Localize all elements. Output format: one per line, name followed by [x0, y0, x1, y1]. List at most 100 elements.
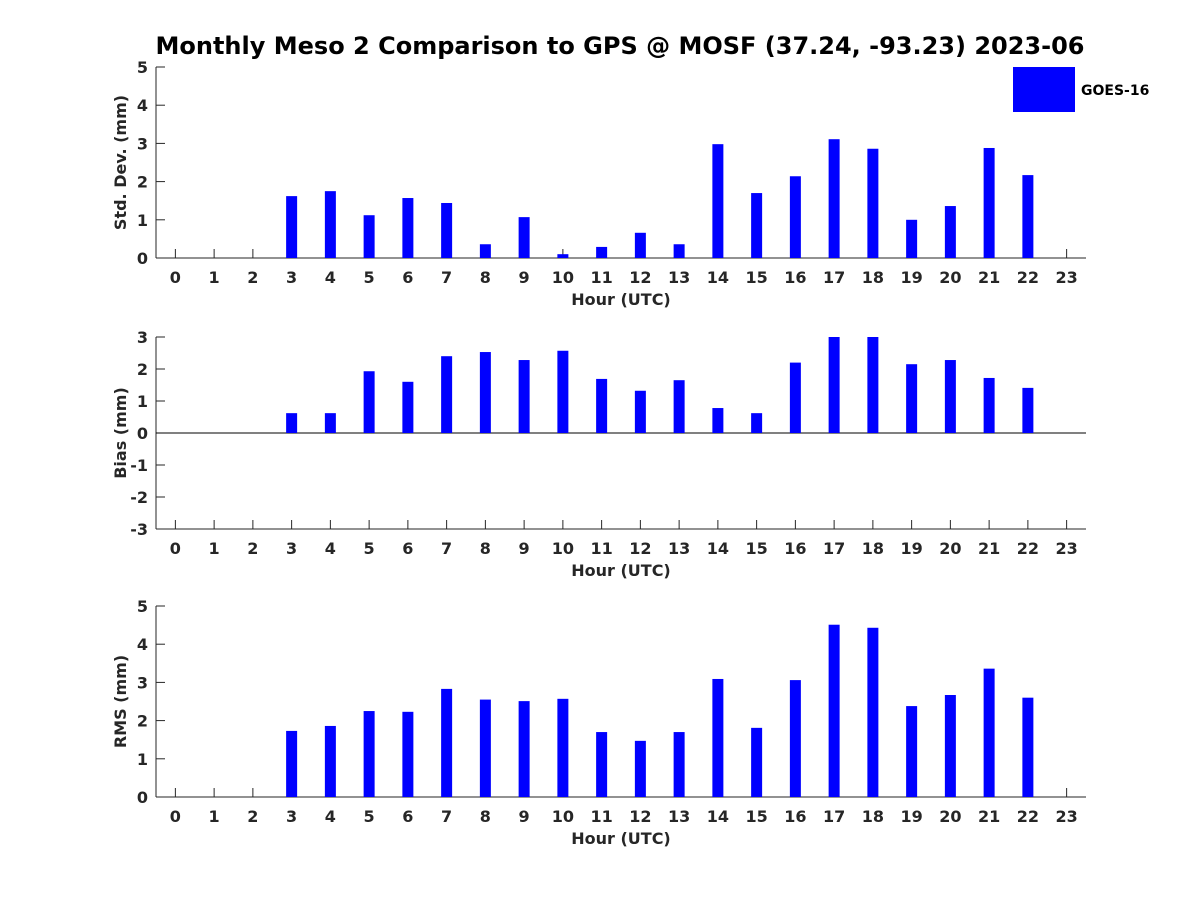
bar-hour-7: [441, 202, 453, 258]
y-tick-label: 1: [137, 750, 148, 769]
x-tick-label: 14: [707, 807, 729, 826]
x-tick-label: 10: [552, 807, 574, 826]
bar-hour-14: [712, 678, 724, 797]
x-tick-label: 10: [552, 268, 574, 287]
x-tick-label: 11: [590, 539, 612, 558]
bar-hour-8: [479, 244, 491, 258]
y-axis-label: RMS (mm): [111, 655, 130, 748]
x-tick-label: 9: [519, 539, 530, 558]
x-tick-label: 19: [900, 539, 922, 558]
x-tick-label: 6: [402, 539, 413, 558]
bar-hour-16: [789, 176, 801, 258]
bar-hour-9: [518, 360, 530, 433]
bar-hour-19: [906, 706, 918, 797]
bar-hour-20: [944, 206, 956, 258]
legend: GOES-16: [1013, 67, 1149, 112]
x-tick-label: 21: [978, 268, 1000, 287]
x-tick-label: 5: [364, 807, 375, 826]
x-tick-label: 23: [1055, 807, 1077, 826]
bar-hour-6: [402, 711, 414, 797]
chart-title: Monthly Meso 2 Comparison to GPS @ MOSF …: [156, 32, 1085, 60]
x-tick-label: 1: [209, 268, 220, 287]
bar-hour-7: [441, 356, 453, 433]
bar-hour-15: [751, 727, 763, 797]
x-tick-label: 23: [1055, 268, 1077, 287]
x-tick-label: 21: [978, 539, 1000, 558]
y-axis-label: Std. Dev. (mm): [111, 95, 130, 230]
x-tick-label: 15: [745, 807, 767, 826]
x-tick-label: 18: [862, 268, 884, 287]
y-tick-label: 3: [137, 328, 148, 347]
bar-hour-7: [441, 688, 453, 797]
x-tick-label: 20: [939, 807, 961, 826]
x-tick-label: 16: [784, 807, 806, 826]
x-tick-label: 18: [862, 539, 884, 558]
bar-hour-11: [596, 246, 608, 258]
x-axis-label: Hour (UTC): [571, 561, 671, 580]
x-tick-label: 8: [480, 539, 491, 558]
x-tick-label: 20: [939, 268, 961, 287]
x-tick-label: 19: [900, 807, 922, 826]
bar-hour-22: [1022, 697, 1034, 797]
x-tick-label: 2: [247, 268, 258, 287]
y-tick-label: 4: [137, 96, 148, 115]
x-tick-label: 4: [325, 807, 336, 826]
bar-hour-12: [634, 740, 646, 797]
x-tick-label: 17: [823, 807, 845, 826]
x-tick-label: 14: [707, 539, 729, 558]
x-tick-label: 12: [629, 807, 651, 826]
bar-hour-5: [363, 371, 375, 433]
x-tick-label: 10: [552, 539, 574, 558]
bar-hour-4: [324, 725, 336, 797]
bar-hour-11: [596, 378, 608, 433]
x-tick-label: 12: [629, 539, 651, 558]
bar-hour-9: [518, 701, 530, 797]
x-axis-label: Hour (UTC): [571, 290, 671, 309]
x-tick-label: 3: [286, 807, 297, 826]
x-tick-label: 0: [170, 807, 181, 826]
x-tick-label: 17: [823, 539, 845, 558]
x-tick-label: 15: [745, 539, 767, 558]
bar-hour-5: [363, 215, 375, 258]
bar-hour-20: [944, 360, 956, 433]
x-tick-label: 15: [745, 268, 767, 287]
bar-hour-13: [673, 380, 685, 433]
bar-hour-8: [479, 352, 491, 433]
x-tick-label: 16: [784, 268, 806, 287]
x-tick-label: 9: [519, 268, 530, 287]
x-tick-label: 11: [590, 268, 612, 287]
bar-hour-5: [363, 711, 375, 797]
y-tick-label: 1: [137, 392, 148, 411]
x-tick-label: 18: [862, 807, 884, 826]
bar-hour-6: [402, 381, 414, 433]
y-tick-label: 0: [137, 424, 148, 443]
bar-hour-16: [789, 362, 801, 433]
y-tick-label: 4: [137, 635, 148, 654]
x-tick-label: 2: [247, 539, 258, 558]
bar-hour-13: [673, 244, 685, 258]
bar-hour-9: [518, 217, 530, 258]
x-tick-label: 16: [784, 539, 806, 558]
x-tick-label: 4: [325, 268, 336, 287]
y-tick-label: 2: [137, 712, 148, 731]
x-tick-label: 1: [209, 539, 220, 558]
bar-hour-8: [479, 699, 491, 797]
x-tick-label: 21: [978, 807, 1000, 826]
x-tick-label: 5: [364, 268, 375, 287]
bar-hour-18: [867, 148, 879, 258]
bar-hour-4: [324, 413, 336, 433]
bar-hour-10: [557, 698, 569, 797]
x-tick-label: 5: [364, 539, 375, 558]
x-tick-label: 22: [1017, 807, 1039, 826]
x-tick-label: 7: [441, 539, 452, 558]
bar-hour-3: [286, 413, 298, 433]
x-tick-label: 6: [402, 268, 413, 287]
y-tick-label: 0: [137, 249, 148, 268]
y-tick-label: 2: [137, 173, 148, 192]
y-axis-label: Bias (mm): [111, 387, 130, 479]
bar-hour-6: [402, 198, 414, 258]
y-tick-label: -1: [130, 456, 148, 475]
